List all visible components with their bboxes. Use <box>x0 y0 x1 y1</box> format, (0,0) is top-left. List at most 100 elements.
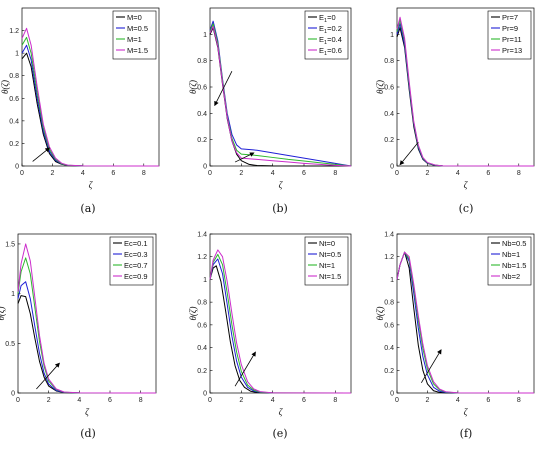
y-tick-label: 0 <box>203 164 207 171</box>
y-tick-label: 0.2 <box>384 137 394 144</box>
y-tick-label: 1 <box>203 32 207 39</box>
y-tick-label: 0 <box>390 391 394 398</box>
legend-label: Ec=0.3 <box>124 250 148 259</box>
panel-caption: (d) <box>80 427 96 440</box>
legend-label: Pr=11 <box>502 35 522 44</box>
series-line-nt-1-5 <box>209 249 352 394</box>
panel-caption: (c) <box>459 202 474 215</box>
y-tick-label: 0.8 <box>197 58 207 65</box>
x-tick-label: 2 <box>425 170 429 177</box>
legend: Pr=7 Pr=9 Pr=11 Pr=13 <box>487 10 532 60</box>
x-axis-label: ζ <box>85 407 90 417</box>
x-tick-label: 6 <box>486 397 490 404</box>
legend-label: E1=0.2 <box>319 24 342 35</box>
x-tick-label: 4 <box>77 397 81 404</box>
legend-label: M=1 <box>127 35 142 44</box>
x-tick-label: 6 <box>302 397 306 404</box>
y-axis-label: θ(ζ) <box>0 80 10 94</box>
legend-label: Nt=0.5 <box>319 250 341 259</box>
y-tick-label: 0 <box>11 391 15 398</box>
x-tick-label: 4 <box>456 170 460 177</box>
panel-a: 0 2 4 6 800.20.40.60.811.2ζθ(ζ)M=0M=0.5M=1M=… <box>0 7 160 215</box>
panel-caption: (f) <box>460 427 473 440</box>
x-axis-label: ζ <box>279 180 284 190</box>
x-tick-label: 4 <box>81 170 85 177</box>
y-axis-label: θ(ζ) <box>375 306 385 320</box>
y-tick-label: 0 <box>15 164 19 171</box>
y-axis-label: θ(ζ) <box>375 80 385 94</box>
panel-caption: (e) <box>272 427 287 440</box>
legend-label: Nt=1.5 <box>319 272 341 281</box>
x-tick-label: 8 <box>142 170 146 177</box>
legend: Nb=0.5 Nb=1 Nb=1.5 Nb=2 <box>487 236 532 286</box>
panel-c: 0 2 4 6 800.20.40.60.81ζθ(ζ)Pr=7Pr=9Pr=11Pr=… <box>375 7 535 215</box>
panel-caption: (b) <box>272 202 288 215</box>
x-tick-label: 8 <box>333 170 337 177</box>
y-tick-label: 0.6 <box>384 322 394 329</box>
y-axis-label: θ(ζ) <box>188 306 198 320</box>
y-tick-label: 0.4 <box>384 111 394 118</box>
legend-box <box>304 236 349 286</box>
y-tick-label: 0.6 <box>197 322 207 329</box>
y-tick-label: 1.2 <box>197 254 207 261</box>
y-axis-label: θ(ζ) <box>0 306 6 320</box>
series-line-ec-0-9 <box>17 243 157 394</box>
y-tick-label: 0.6 <box>197 85 207 92</box>
x-tick-label: 0 <box>20 170 24 177</box>
legend-box <box>487 236 532 286</box>
y-axis-label: θ(ζ) <box>188 80 198 94</box>
legend: M=0 M=0.5 M=1 M=1.5 <box>112 10 157 60</box>
legend-label: M=1.5 <box>127 46 148 55</box>
y-tick-label: 1.2 <box>9 28 19 35</box>
panel-f: 0 2 4 6 8 0 0.2 0.4 0.6 0.8 1 1.2 1.4 ζ θ(ζ) Nb=0.5 Nb=1… <box>375 232 535 440</box>
trend-arrow <box>421 349 442 383</box>
legend-label: Nb=2 <box>502 272 520 281</box>
legend-label: Pr=13 <box>502 46 522 55</box>
legend-label: Ec=0.7 <box>124 261 148 270</box>
x-tick-label: 0 <box>395 397 399 404</box>
y-tick-label: 0.5 <box>5 341 15 348</box>
panel-caption: (a) <box>80 202 95 215</box>
y-tick-label: 0.6 <box>9 96 19 103</box>
y-tick-label: 0.2 <box>197 137 207 144</box>
x-tick-label: 0 <box>16 397 20 404</box>
y-tick-label: 0.6 <box>384 85 394 92</box>
x-tick-label: 8 <box>333 397 337 404</box>
y-tick-label: 0.8 <box>9 73 19 80</box>
x-tick-label: 2 <box>47 397 51 404</box>
x-axis-label: ζ <box>279 407 284 417</box>
x-tick-label: 0 <box>208 170 212 177</box>
y-tick-label: 0.4 <box>197 111 207 118</box>
legend-box <box>112 10 157 60</box>
y-tick-label: 1.5 <box>5 241 15 248</box>
x-tick-label: 8 <box>517 397 521 404</box>
x-axis-label: ζ <box>464 180 469 190</box>
legend-label: Nt=1 <box>319 261 335 270</box>
legend-box <box>109 236 154 286</box>
series-line-nt-0 <box>209 265 352 394</box>
legend-label: M=0.5 <box>127 24 148 33</box>
series-line-nb-2 <box>396 251 535 394</box>
series-line-e1-0-6 <box>209 25 352 167</box>
y-tick-label: 0.8 <box>384 300 394 307</box>
trend-arrow <box>399 142 419 166</box>
x-tick-label: 6 <box>108 397 112 404</box>
legend-label: Nb=1 <box>502 250 520 259</box>
legend-label: E1=0 <box>319 13 336 24</box>
y-tick-label: 1.2 <box>384 254 394 261</box>
y-tick-label: 0.2 <box>197 368 207 375</box>
x-tick-label: 8 <box>517 170 521 177</box>
x-tick-label: 0 <box>208 397 212 404</box>
legend-box <box>304 10 349 60</box>
x-axis-label: ζ <box>464 407 469 417</box>
y-tick-label: 0 <box>390 164 394 171</box>
y-tick-label: 0.4 <box>9 118 19 125</box>
series-line-m-1-5 <box>21 27 160 167</box>
legend: Nt=0 Nt=0.5 Nt=1 Nt=1.5 <box>304 236 349 286</box>
trend-arrow <box>214 71 233 107</box>
x-tick-label: 2 <box>50 170 54 177</box>
y-tick-label: 0.8 <box>384 58 394 65</box>
y-tick-label: 1 <box>390 32 394 39</box>
series-line-pr-13 <box>396 16 535 167</box>
